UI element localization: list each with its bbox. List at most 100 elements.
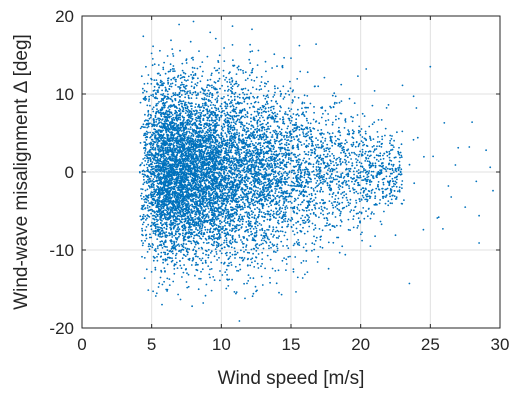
data-point <box>261 207 264 210</box>
data-point <box>159 81 162 84</box>
data-point <box>252 117 255 119</box>
data-point <box>226 172 229 175</box>
data-point <box>213 255 216 258</box>
data-point <box>219 250 222 252</box>
data-point <box>312 188 315 190</box>
data-point <box>227 151 230 154</box>
data-point <box>391 144 394 147</box>
data-point <box>181 69 184 72</box>
data-point <box>250 184 253 186</box>
data-point <box>176 136 179 139</box>
data-point <box>257 253 260 255</box>
data-point <box>234 108 237 111</box>
data-point <box>268 156 270 159</box>
data-point <box>390 138 393 140</box>
data-point <box>398 190 401 193</box>
data-point <box>211 148 213 151</box>
data-point <box>183 264 186 266</box>
data-point <box>218 188 221 191</box>
data-point <box>208 211 211 213</box>
data-point <box>278 199 281 202</box>
data-point <box>218 72 220 74</box>
data-point <box>272 228 275 231</box>
data-point <box>166 277 169 280</box>
data-point <box>359 165 362 168</box>
data-point <box>351 129 354 132</box>
data-point <box>223 241 225 244</box>
data-point <box>344 152 347 155</box>
data-point <box>184 112 187 114</box>
data-point <box>280 93 282 96</box>
data-point <box>283 113 286 115</box>
data-point <box>265 130 268 133</box>
data-point <box>304 243 307 245</box>
data-point <box>189 126 192 128</box>
data-point <box>150 165 153 168</box>
data-point <box>286 172 288 175</box>
data-point <box>286 132 289 135</box>
data-point <box>296 78 299 80</box>
data-point <box>152 95 155 97</box>
data-point <box>316 190 319 193</box>
data-point <box>288 192 291 195</box>
data-point <box>341 186 344 189</box>
data-point <box>172 65 175 67</box>
data-point <box>224 252 227 255</box>
data-point <box>343 127 346 129</box>
data-point <box>297 161 300 164</box>
data-point <box>308 203 310 206</box>
data-point <box>284 176 286 179</box>
data-point <box>198 120 201 122</box>
data-point <box>238 118 241 121</box>
data-point <box>141 229 144 232</box>
data-point <box>327 119 330 121</box>
data-point <box>340 210 342 213</box>
data-point <box>287 218 290 221</box>
data-point <box>301 124 304 127</box>
data-point <box>333 164 335 167</box>
data-point <box>245 246 248 248</box>
data-point <box>319 202 321 204</box>
data-point <box>184 247 187 250</box>
data-point <box>192 58 195 61</box>
data-point <box>243 257 246 259</box>
data-point <box>193 86 196 89</box>
data-point <box>157 110 160 112</box>
data-point <box>200 155 203 158</box>
data-point <box>334 101 336 104</box>
data-point <box>251 295 254 298</box>
data-point <box>282 221 284 223</box>
data-point <box>304 168 307 171</box>
data-point <box>154 149 157 151</box>
data-point <box>297 138 300 141</box>
data-point <box>243 215 246 218</box>
data-point <box>231 115 234 118</box>
data-point <box>351 180 353 183</box>
data-point <box>161 224 163 227</box>
data-point <box>268 226 271 229</box>
data-point <box>216 166 219 169</box>
data-point <box>276 125 279 127</box>
data-point <box>186 286 189 289</box>
data-point <box>192 237 195 240</box>
data-point <box>353 167 356 170</box>
data-point <box>337 175 339 178</box>
data-point <box>246 137 249 140</box>
data-point <box>257 114 260 116</box>
data-point <box>306 132 308 135</box>
data-point <box>178 249 181 252</box>
data-point <box>232 124 235 127</box>
data-point <box>369 217 372 220</box>
data-point <box>174 232 177 235</box>
data-point <box>199 65 202 68</box>
data-point <box>181 105 183 107</box>
data-point <box>250 198 253 200</box>
data-point <box>284 220 286 223</box>
data-point <box>365 182 368 185</box>
data-point <box>274 187 276 190</box>
data-point <box>340 193 342 195</box>
data-point <box>179 197 182 200</box>
data-point <box>257 267 260 269</box>
data-point <box>389 139 392 142</box>
data-point <box>314 224 317 227</box>
